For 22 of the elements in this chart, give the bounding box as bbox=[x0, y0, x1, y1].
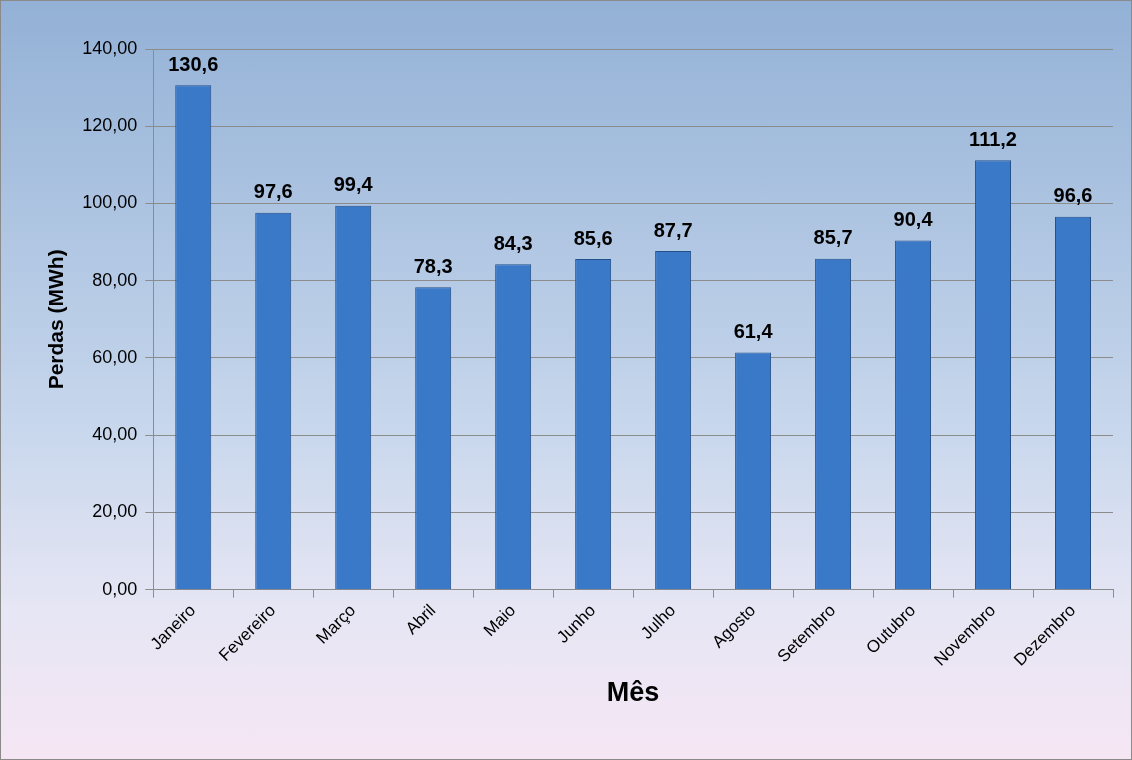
y-tick-label: 60,00 bbox=[92, 346, 138, 367]
y-tick-label: 80,00 bbox=[92, 269, 138, 290]
y-tick-label: 0,00 bbox=[102, 578, 138, 599]
data-label: 84,3 bbox=[493, 231, 533, 254]
data-label: 111,2 bbox=[969, 127, 1017, 150]
y-tick-label: 100,00 bbox=[82, 192, 138, 213]
data-label: 130,6 bbox=[168, 52, 219, 75]
data-label: 85,6 bbox=[573, 226, 613, 249]
y-tick-label: 140,00 bbox=[82, 37, 138, 58]
data-label: 61,4 bbox=[733, 320, 774, 343]
data-label: 78,3 bbox=[413, 254, 453, 277]
data-label: 97,6 bbox=[253, 180, 293, 203]
x-axis-title: Mês bbox=[606, 677, 660, 708]
data-label: 87,7 bbox=[653, 218, 693, 241]
data-label: 99,4 bbox=[333, 173, 374, 196]
data-label: 85,7 bbox=[813, 226, 853, 249]
data-label: 96,6 bbox=[1053, 184, 1093, 207]
y-tick-label: 40,00 bbox=[92, 424, 138, 445]
y-axis-title: Perdas (MWh) bbox=[44, 249, 68, 390]
data-label: 90,4 bbox=[893, 208, 934, 231]
y-tick-label: 120,00 bbox=[82, 115, 138, 136]
y-tick-label: 20,00 bbox=[92, 501, 138, 522]
